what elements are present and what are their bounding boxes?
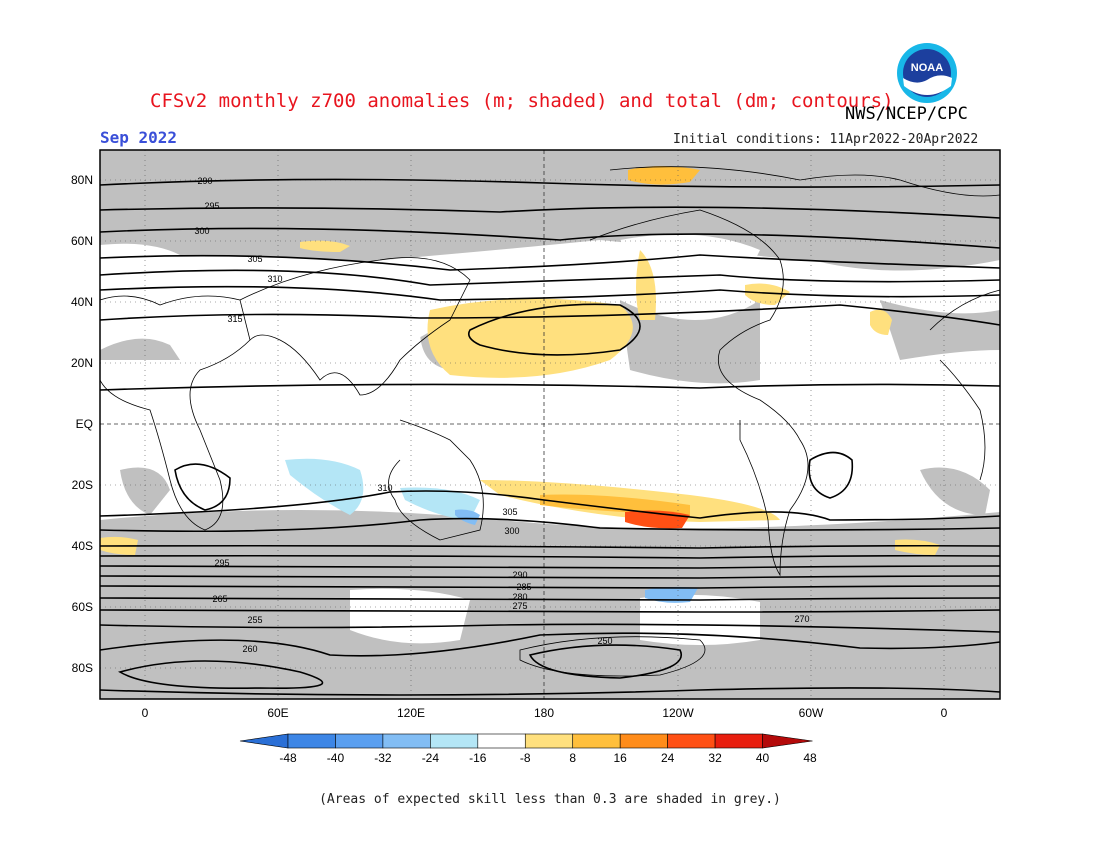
colorbar-tick-label: 8	[569, 751, 576, 765]
colorbar-box	[714, 733, 763, 749]
contour-label: 290	[197, 176, 212, 186]
contour-label: 270	[794, 614, 809, 624]
contour-label: 300	[504, 526, 519, 536]
colorbar-tick-label: -24	[422, 751, 440, 765]
colorbar-tick-label: -16	[469, 751, 487, 765]
contour-labels: 290 295 300 305 310 315 310 305 300 295 …	[194, 176, 809, 654]
lat-label: 60N	[71, 234, 93, 248]
lon-label: 120E	[397, 706, 425, 720]
lon-label: 0	[142, 706, 149, 720]
lat-label: 20N	[71, 356, 93, 370]
contour-label: 300	[194, 226, 209, 236]
contour-label: 280	[512, 592, 527, 602]
contour-label: 290	[512, 570, 527, 580]
lat-label: 80N	[71, 173, 93, 187]
z700-anomaly-map: 290 295 300 305 310 315 310 305 300 295 …	[71, 149, 1001, 720]
colorbar-tick-label: -40	[327, 751, 345, 765]
colorbar-arrow-high	[762, 733, 813, 749]
lat-label: 20S	[72, 478, 93, 492]
contour-label: 315	[227, 314, 242, 324]
colorbar-tick-label: 48	[803, 751, 817, 765]
contour-label: 305	[247, 254, 262, 264]
colorbar-box	[382, 733, 431, 749]
colorbar-box	[287, 733, 336, 749]
lat-label: 40S	[72, 539, 93, 553]
contour-label: 295	[214, 558, 229, 568]
map-frame	[99, 149, 1001, 700]
skill-footnote: (Areas of expected skill less than 0.3 a…	[319, 792, 781, 807]
contour-label: 310	[377, 483, 392, 493]
noaa-logo-icon: NOAA	[897, 43, 957, 103]
colorbar-tick-label: 32	[708, 751, 722, 765]
neutral-shading	[100, 234, 760, 645]
colorbar-box	[477, 733, 526, 749]
valid-period: Sep 2022	[100, 128, 178, 147]
height-contours	[99, 178, 1001, 696]
contour-label: 275	[512, 601, 527, 611]
contour-label: 310	[267, 274, 282, 284]
colorbar-arrow-low	[239, 733, 289, 749]
contour-label: 295	[204, 201, 219, 211]
colorbar-box	[524, 733, 574, 749]
lon-label: 120W	[662, 706, 694, 720]
initial-conditions: Initial conditions: 11Apr2022-20Apr2022	[673, 132, 979, 147]
colorbar-box	[619, 733, 668, 749]
lon-label: 180	[534, 706, 554, 720]
colorbar-tick-label: -48	[279, 751, 297, 765]
colorbar-box	[335, 733, 384, 749]
lat-label: 40N	[71, 295, 93, 309]
contour-label: 285	[516, 582, 531, 592]
chart-title: CFSv2 monthly z700 anomalies (m; shaded)…	[150, 90, 894, 112]
lat-label: 60S	[72, 600, 93, 614]
colorbar-tick-label: 40	[756, 751, 770, 765]
organization-label: NWS/NCEP/CPC	[845, 104, 968, 124]
contour-label: 255	[247, 615, 262, 625]
colorbar-box	[430, 733, 479, 749]
latitude-labels: 80N 60N 40N 20N EQ 20S 40S 60S 80S	[71, 173, 93, 675]
colorbar-ticks: -48 -40 -32 -24 -16 -8 8 16 24 32 40 48	[279, 751, 817, 765]
colorbar-tick-label: -32	[374, 751, 392, 765]
lon-label: 0	[941, 706, 948, 720]
contour-label: 305	[502, 507, 517, 517]
colorbar-boxes	[239, 733, 813, 749]
contour-label: 260	[242, 644, 257, 654]
longitude-labels: 0 60E 120E 180 120W 60W 0	[142, 706, 948, 720]
lon-label: 60W	[799, 706, 824, 720]
logo-text: NOAA	[911, 62, 943, 74]
contour-label: 265	[212, 594, 227, 604]
lon-label: 60E	[267, 706, 288, 720]
colorbar: -48 -40 -32 -24 -16 -8 8 16 24 32 40 48	[239, 733, 817, 765]
lat-label: EQ	[76, 417, 93, 431]
contour-label: 250	[597, 636, 612, 646]
colorbar-tick-label: 24	[661, 751, 675, 765]
lat-label: 80S	[72, 661, 93, 675]
colorbar-box	[572, 733, 621, 749]
colorbar-tick-label: 16	[614, 751, 628, 765]
colorbar-tick-label: -8	[520, 751, 531, 765]
colorbar-box	[667, 733, 716, 749]
